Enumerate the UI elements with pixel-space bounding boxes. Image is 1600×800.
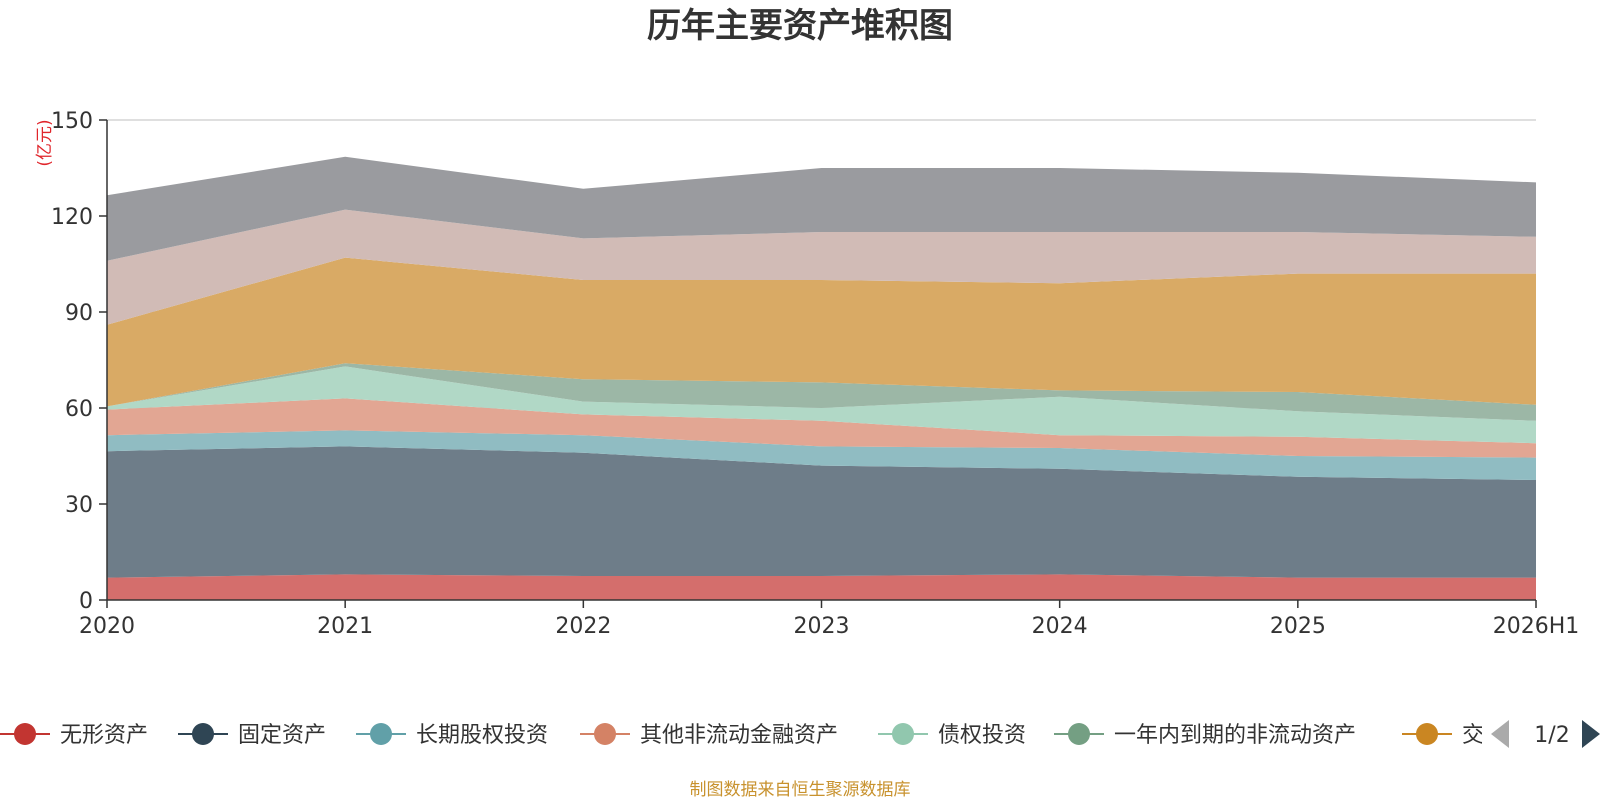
legend-item[interactable]: 债权投资 [878,723,1026,748]
y-tick-label: 150 [51,109,93,134]
legend-marker [1068,723,1090,745]
y-tick-label: 0 [79,589,93,614]
legend-item[interactable]: 固定资产 [178,723,326,748]
legend-label: 其他非流动金融资产 [640,723,838,748]
legend-page-indicator: 1/2 [1534,723,1569,748]
legend[interactable]: 无形资产 固定资产 长期股权投资 其他非流动金融资产 债权投资 一年内到期的非流动资产 交易… [0,720,1600,748]
axes: 0 30 60 90 120 150 2020 2021 2022 2023 2024 2025 202… [51,109,1579,639]
legend-marker [14,723,36,745]
y-tick-label: 30 [65,493,93,518]
legend-label: 债权投资 [938,723,1026,748]
area-series-6 [107,257,1536,407]
legend-item[interactable]: 其他非流动金融资产 [580,723,838,748]
x-tick-label: 2026H1 [1493,614,1580,639]
legend-label: 长期股权投资 [416,723,548,748]
legend-marker [370,723,392,745]
data-source-note: 制图数据来自恒生聚源数据库 [690,780,911,800]
area-series-3 [107,398,1536,458]
stacked-areas [107,156,1536,600]
legend-item[interactable]: 交易性金融资产 [1402,723,1600,748]
legend-item[interactable]: 一年内到期的非流动资产 [1054,723,1356,748]
legend-label: 无形资产 [60,723,148,748]
y-tick-label: 120 [51,205,93,230]
legend-marker [192,723,214,745]
area-series-2 [107,430,1536,480]
y-tick-label: 60 [65,397,93,422]
x-tick-label: 2020 [79,614,135,639]
x-tick-label: 2022 [555,614,611,639]
x-tick-label: 2021 [317,614,373,639]
x-tick-label: 2023 [794,614,850,639]
area-series-4 [107,366,1536,444]
chart-title: 历年主要资产堆积图 [647,6,953,46]
legend-marker [1416,723,1438,745]
area-series-1 [107,446,1536,578]
legend-label: 固定资产 [238,723,326,748]
legend-label: 一年内到期的非流动资产 [1114,723,1356,748]
legend-prev-page-icon[interactable] [1491,720,1509,748]
legend-marker [594,723,616,745]
x-tick-label: 2024 [1032,614,1088,639]
area-series-5 [107,363,1536,421]
x-tick-label: 2025 [1270,614,1326,639]
area-series-8 [107,156,1536,261]
y-axis-unit: (亿元) [35,119,55,166]
legend-next-page-icon[interactable] [1582,720,1600,748]
legend-marker [892,723,914,745]
legend-items: 无形资产 固定资产 长期股权投资 其他非流动金融资产 债权投资 一年内到期的非流动资产 交易… [0,723,1600,748]
area-series-7 [107,209,1536,325]
legend-item[interactable]: 无形资产 [0,723,148,748]
y-tick-label: 90 [65,301,93,326]
legend-label: 交易性金融资产 [1462,723,1600,748]
legend-item[interactable]: 长期股权投资 [356,723,548,748]
area-series-0 [107,574,1536,600]
